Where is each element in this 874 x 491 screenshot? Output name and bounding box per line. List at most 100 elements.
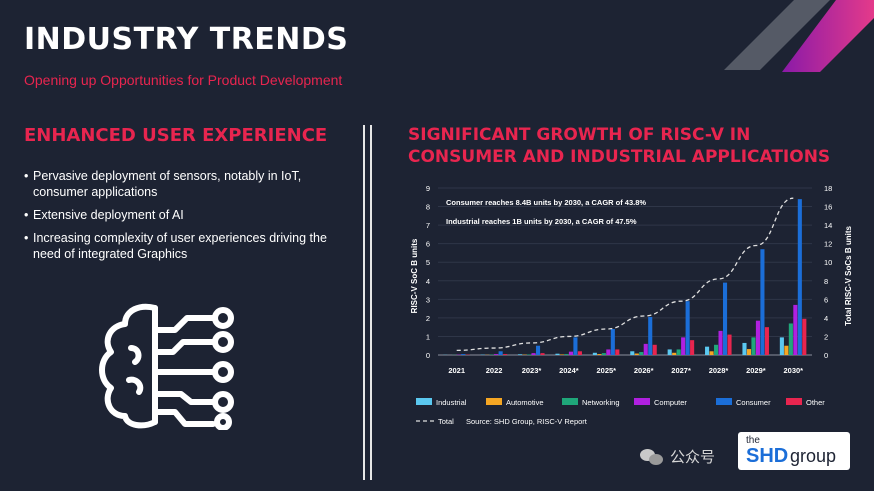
wechat-watermark: 公众号 [640, 446, 715, 467]
computer-bar [718, 330, 723, 355]
consumer-bar [535, 345, 541, 355]
right-tick-label: 2 [824, 332, 828, 341]
x-tick-label: 2024* [559, 366, 579, 375]
right-axis-ticks: 0 2 4 6 8 10 12 14 16 18 [824, 184, 832, 360]
legend-swatch [486, 398, 502, 405]
logo-shd: SHD [746, 445, 789, 467]
bullet-item: Extensive deployment of AI [24, 207, 334, 223]
wechat-icon [640, 447, 664, 467]
consumer-annotation: Consumer reaches 8.4B units by 2030, a C… [446, 198, 646, 207]
left-tick-label: 2 [426, 314, 430, 323]
left-tick-label: 4 [426, 277, 430, 286]
left-tick-label: 0 [426, 351, 430, 360]
consumer-bar [461, 354, 466, 355]
right-axis-label: Total RISC-V SoCs B units [844, 226, 852, 326]
networking-bar [751, 337, 756, 355]
source-note: Source: SHD Group, RISC-V Report [466, 417, 588, 426]
right-tick-label: 14 [824, 221, 832, 230]
industrial-bar [742, 342, 747, 355]
total-trend-line [456, 197, 794, 352]
left-tick-label: 7 [426, 221, 430, 230]
right-tick-label: 16 [824, 203, 832, 212]
legend-item: Networking [562, 398, 620, 407]
consumer-bar [573, 337, 578, 355]
other-bar [764, 327, 769, 355]
x-tick-label: 2021 [448, 366, 465, 375]
right-tick-label: 10 [824, 258, 832, 267]
chart-legend: Industrial Automotive Networking Computer Co… [416, 398, 825, 407]
page-title: INDUSTRY TRENDS [24, 22, 349, 57]
computer-bar [793, 304, 798, 355]
industrial-bar [667, 349, 672, 355]
legend-swatch [634, 398, 650, 405]
x-tick-label: 2027* [671, 366, 691, 375]
left-axis-ticks: 0 1 2 3 4 5 6 7 8 9 [426, 184, 430, 360]
legend-item: Automotive [486, 398, 544, 407]
shd-group-logo: the SHD group [738, 432, 850, 470]
legend-label: Consumer [736, 398, 771, 407]
computer-bar [494, 354, 499, 355]
left-axis-label: RISC-V SoC B units [410, 238, 419, 313]
right-tick-label: 18 [824, 184, 832, 193]
industrial-bar [705, 346, 710, 355]
divider-line-right [370, 125, 372, 480]
networking-bar [564, 354, 569, 355]
networking-bar [714, 344, 719, 355]
automotive-bar [597, 354, 602, 355]
right-tick-label: 8 [824, 277, 828, 286]
networking-bar [676, 349, 681, 355]
computer-bar [531, 353, 536, 355]
legend-swatch [716, 398, 732, 405]
x-tick-label: 2028* [709, 366, 729, 375]
user-experience-bullets: Pervasive deployment of sensors, notably… [24, 168, 334, 269]
left-tick-label: 6 [426, 240, 430, 249]
bar-series [443, 199, 807, 355]
x-tick-label: 2029* [746, 366, 766, 375]
consumer-bar [498, 351, 503, 355]
legend-swatch [416, 398, 432, 405]
consumer-bar [610, 329, 615, 355]
consumer-bar [722, 282, 728, 355]
networking-bar [527, 354, 532, 355]
left-tick-label: 1 [426, 332, 430, 341]
right-tick-label: 6 [824, 295, 828, 304]
right-tick-label: 12 [824, 240, 832, 249]
right-tick-label: 4 [824, 314, 828, 323]
watermark-text: 公众号 [670, 449, 716, 466]
computer-bar [755, 320, 760, 355]
industrial-bar [592, 352, 597, 355]
bullet-item: Increasing complexity of user experience… [24, 230, 334, 262]
computer-bar [568, 351, 573, 355]
other-bar [615, 349, 620, 355]
consumer-bar [685, 301, 690, 355]
bullet-item: Pervasive deployment of sensors, notably… [24, 168, 334, 200]
other-bar [727, 334, 732, 355]
computer-bar [606, 349, 611, 355]
other-bar [577, 351, 582, 355]
networking-bar [639, 352, 644, 355]
left-tick-label: 8 [426, 203, 430, 212]
legend-label: Networking [582, 398, 620, 407]
legend-item: Consumer [716, 398, 771, 407]
page-subtitle: Opening up Opportunities for Product Dev… [24, 72, 343, 88]
automotive-bar [709, 351, 714, 355]
automotive-bar [672, 352, 677, 355]
x-tick-label: 2030* [783, 366, 803, 375]
x-tick-label: 2026* [634, 366, 654, 375]
industrial-bar [630, 351, 635, 355]
risc-v-growth-heading: SIGNIFICANT GROWTH OF RISC-V IN CONSUMER… [408, 124, 868, 168]
automotive-bar [634, 353, 639, 355]
consumer-bar [648, 316, 653, 355]
right-tick-label: 0 [824, 351, 828, 360]
legend-item: Other [786, 398, 825, 407]
ai-brain-circuit-icon [99, 303, 234, 430]
user-experience-heading: ENHANCED USER EXPERIENCE [24, 125, 328, 146]
legend-label: Other [806, 398, 825, 407]
automotive-bar [784, 345, 789, 355]
industrial-annotation: Industrial reaches 1B units by 2030, a C… [446, 217, 637, 226]
legend-item: Computer [634, 398, 687, 407]
other-bar [540, 353, 545, 355]
legend-item: Industrial [416, 398, 467, 407]
left-tick-label: 5 [426, 258, 430, 267]
